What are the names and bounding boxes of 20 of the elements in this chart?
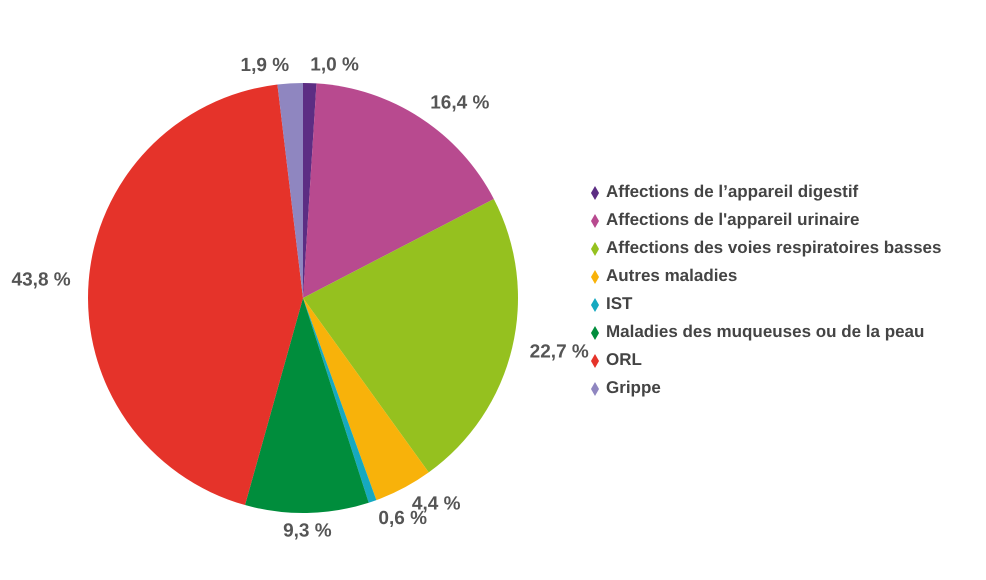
legend-label: Affections de l'appareil urinaire xyxy=(606,210,860,229)
pie-slice xyxy=(88,84,303,506)
data-label: 16,4 % xyxy=(430,92,490,114)
data-label: 1,9 % xyxy=(240,54,290,76)
data-label: 22,7 % xyxy=(530,341,589,362)
legend-label: Maladies des muqueuses ou de la peau xyxy=(606,322,924,341)
pie-slice xyxy=(245,298,369,513)
legend-label: ORL xyxy=(606,350,642,369)
legend-label: Affections des voies respiratoires basses xyxy=(606,238,942,257)
data-label: 1,0 % xyxy=(310,54,360,76)
pie-slice xyxy=(303,198,518,472)
legend-label: Grippe xyxy=(606,378,661,397)
pie-slice xyxy=(277,83,303,298)
data-label: 9,3 % xyxy=(283,520,332,542)
legend-label: IST xyxy=(606,294,632,313)
pie-slice xyxy=(303,298,376,503)
data-label: 43,8 % xyxy=(12,270,71,291)
legend-label: Affections de l’appareil digestif xyxy=(606,182,858,201)
legend-label: Autres maladies xyxy=(606,266,738,285)
pie-slice xyxy=(303,83,494,298)
